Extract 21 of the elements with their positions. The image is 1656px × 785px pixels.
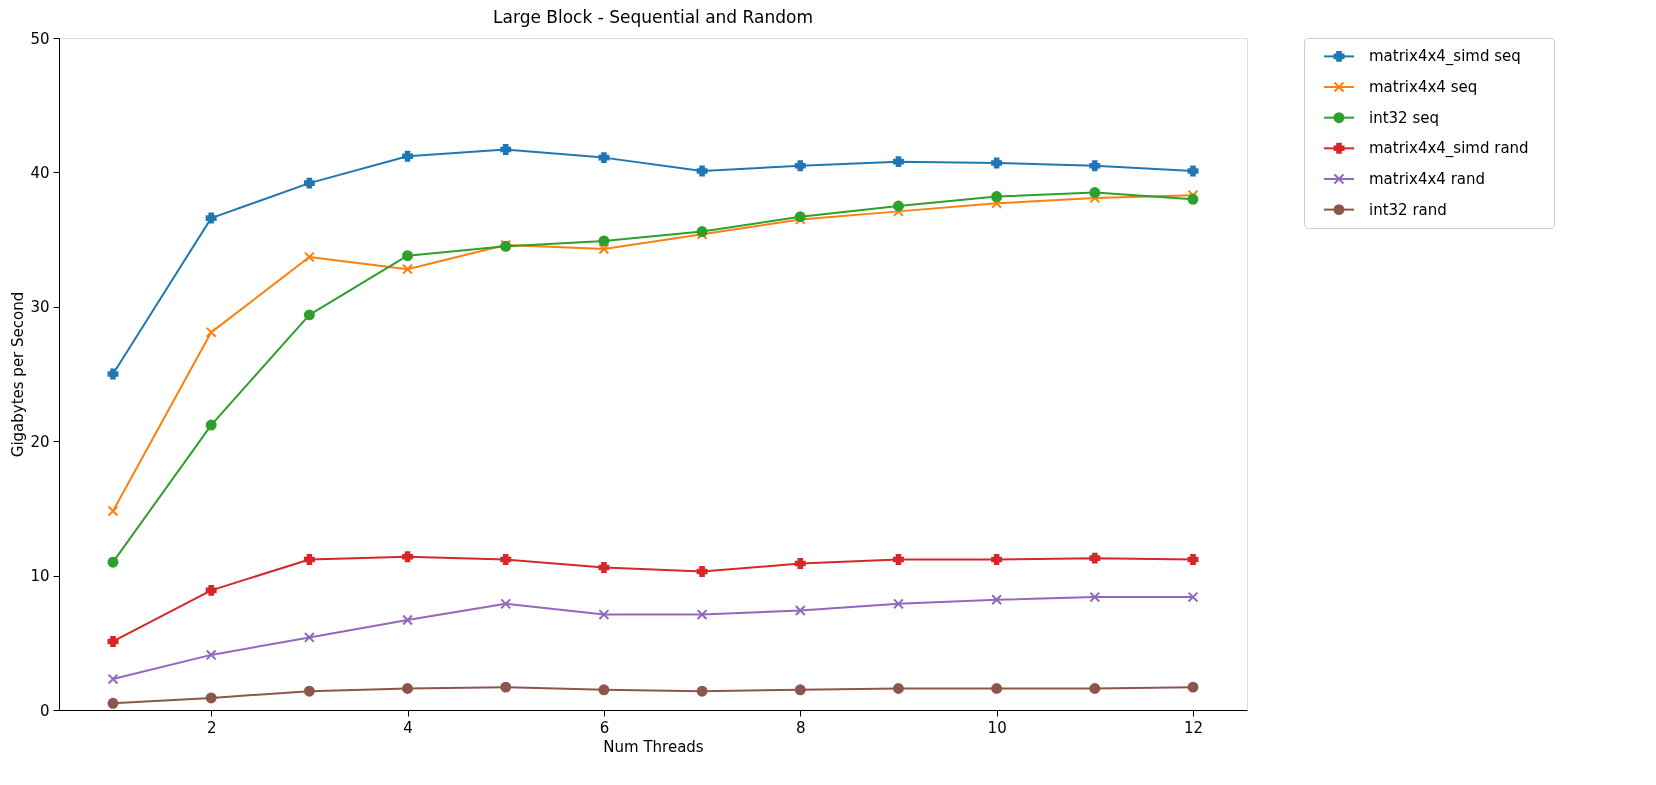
y-tick-label: 0 [39,701,50,720]
legend-label: matrix4x4 rand [1369,169,1486,188]
x-tick-label: 4 [403,718,413,737]
y-tick-label: 20 [30,432,50,451]
x-tick-label: 2 [206,718,217,737]
y-axis-title: Gigabytes per Second [9,291,28,458]
legend-label: matrix4x4_simd rand [1369,139,1529,159]
legend-label: matrix4x4 seq [1369,78,1478,97]
y-tick-label: 40 [30,163,50,182]
y-tick-label: 10 [30,567,50,586]
x-tick-label: 10 [987,718,1007,737]
legend-label: int32 rand [1369,200,1447,219]
y-tick-label: 30 [30,298,50,317]
legend-label: int32 seq [1369,108,1439,127]
y-tick-label: 50 [30,29,50,48]
chart-title: Large Block - Sequential and Random [493,7,813,27]
x-tick-label: 6 [599,718,610,737]
x-axis-title: Num Threads [603,737,704,756]
x-tick-label: 8 [796,718,806,737]
x-tick-label: 12 [1183,718,1204,737]
legend-label: matrix4x4_simd seq [1369,47,1521,67]
